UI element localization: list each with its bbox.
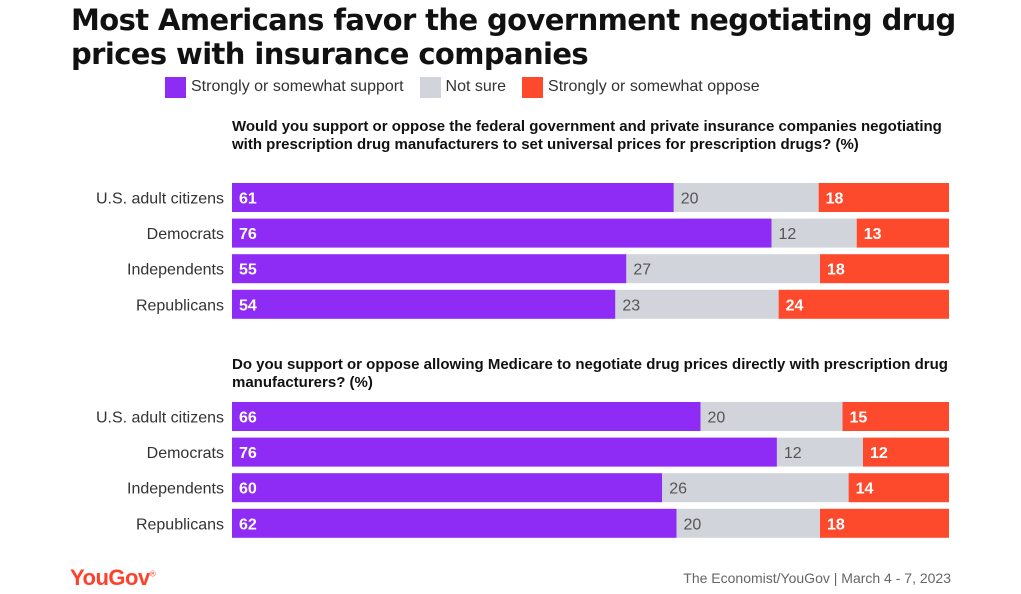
value-label-not-sure-independents: 26 — [669, 481, 687, 498]
legend-label-oppose: Strongly or somewhat oppose — [548, 78, 760, 95]
bar-support-democrats — [232, 437, 777, 467]
value-label-support-republicans: 62 — [239, 516, 257, 533]
legend-item-not-sure: Not sure — [419, 76, 507, 98]
bar-oppose-independents — [848, 473, 949, 503]
bar-not-sure-democrats — [776, 437, 863, 467]
legend-swatch-oppose — [522, 76, 544, 98]
bar-oppose-republicans — [819, 508, 949, 538]
category-label-republicans: Republicans — [136, 516, 224, 533]
value-label-support-independents: 55 — [239, 262, 257, 279]
bar-oppose-u-s-adult-citizens — [842, 402, 949, 431]
category-label-republicans: Republicans — [136, 297, 224, 314]
category-label-independents: Independents — [127, 481, 224, 498]
legend-swatch-support — [165, 76, 186, 98]
source-note: The Economist/YouGov | March 4 - 7, 2023 — [683, 570, 951, 586]
value-label-oppose-democrats: 12 — [870, 445, 888, 462]
panel-1-question: Would you support or oppose the federal … — [232, 118, 942, 153]
category-label-democrats: Democrats — [147, 226, 224, 243]
category-label-democrats: Democrats — [147, 445, 224, 462]
panel-2-question: Do you support or oppose allowing Medica… — [232, 356, 948, 391]
bar-oppose-u-s-adult-citizens — [818, 183, 949, 212]
value-label-not-sure-u-s-adult-citizens: 20 — [708, 410, 726, 427]
bar-support-independents — [232, 473, 663, 503]
category-label-independents: Independents — [127, 262, 224, 279]
bar-support-u-s-adult-citizens — [232, 402, 701, 431]
bar-not-sure-independents — [662, 473, 849, 503]
value-label-not-sure-democrats: 12 — [784, 445, 802, 462]
value-label-not-sure-u-s-adult-citizens: 20 — [681, 191, 699, 208]
bar-support-republicans — [232, 508, 677, 538]
legend-label-support: Strongly or somewhat support — [191, 78, 404, 95]
chart-legend: Strongly or somewhat support Not sure St… — [165, 76, 776, 98]
value-label-support-democrats: 76 — [239, 445, 257, 462]
value-label-not-sure-democrats: 12 — [779, 226, 797, 243]
value-label-support-u-s-adult-citizens: 61 — [239, 191, 257, 208]
value-label-support-u-s-adult-citizens: 66 — [239, 410, 257, 427]
bar-oppose-republicans — [778, 289, 949, 319]
value-label-oppose-republicans: 18 — [827, 516, 845, 533]
value-label-oppose-u-s-adult-citizens: 18 — [826, 191, 844, 208]
value-label-support-independents: 60 — [239, 481, 257, 498]
yougov-logo: YouGov® — [70, 565, 156, 590]
chart-title: Most Americans favor the government nego… — [71, 3, 956, 71]
bar-support-republicans — [232, 289, 616, 319]
bar-oppose-independents — [819, 254, 949, 284]
value-label-support-republicans: 54 — [239, 297, 257, 314]
value-label-oppose-independents: 14 — [856, 481, 874, 498]
value-label-support-democrats: 76 — [239, 226, 257, 243]
bar-not-sure-republicans — [615, 289, 779, 319]
bar-not-sure-independents — [626, 254, 820, 284]
value-label-not-sure-independents: 27 — [633, 262, 651, 279]
value-label-oppose-democrats: 13 — [864, 226, 882, 243]
bar-not-sure-democrats — [771, 218, 857, 248]
bar-support-democrats — [232, 218, 772, 248]
value-label-oppose-u-s-adult-citizens: 15 — [850, 410, 868, 427]
value-label-oppose-republicans: 24 — [786, 297, 804, 314]
value-label-not-sure-republicans: 20 — [684, 516, 702, 533]
bar-not-sure-republicans — [676, 508, 820, 538]
category-label-u-s-adult-citizens: U.S. adult citizens — [96, 191, 224, 208]
category-label-u-s-adult-citizens: U.S. adult citizens — [96, 410, 224, 427]
legend-item-oppose: Strongly or somewhat oppose — [522, 76, 760, 98]
bar-not-sure-u-s-adult-citizens — [673, 183, 819, 212]
legend-swatch-not-sure — [419, 76, 441, 98]
legend-label-not-sure: Not sure — [445, 78, 507, 95]
bar-oppose-democrats — [862, 437, 949, 467]
bar-not-sure-u-s-adult-citizens — [700, 402, 843, 431]
bar-support-independents — [232, 254, 627, 284]
value-label-not-sure-republicans: 23 — [622, 297, 640, 314]
bar-oppose-democrats — [856, 218, 949, 248]
bar-support-u-s-adult-citizens — [232, 183, 674, 212]
value-label-oppose-independents: 18 — [827, 262, 845, 279]
legend-item-support: Strongly or somewhat support — [165, 76, 404, 98]
